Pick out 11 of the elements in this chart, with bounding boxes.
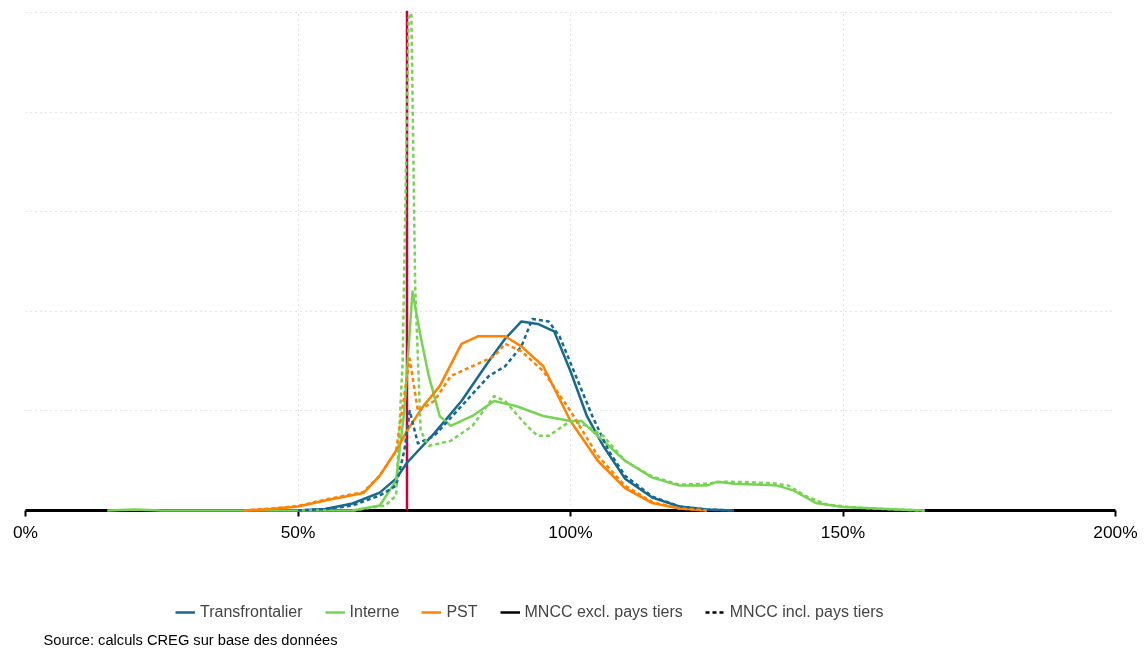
x-tick-label: 150% bbox=[820, 521, 866, 542]
x-tick-label: 50% bbox=[280, 521, 316, 542]
text: MNCC excl. pays tiers bbox=[524, 603, 683, 621]
x-tick-label: 0% bbox=[12, 521, 39, 542]
text: MNCC incl. pays tiers bbox=[729, 603, 884, 621]
x-tick-label: 200% bbox=[1093, 521, 1138, 542]
source-note: Source: calculs CREG sur base des données bbox=[43, 631, 338, 648]
legend-label: Transfrontalier bbox=[200, 603, 303, 621]
x-tick-label: 100% bbox=[548, 521, 593, 542]
legend-label: Interne bbox=[349, 603, 400, 621]
legend-label: PST bbox=[446, 603, 478, 621]
